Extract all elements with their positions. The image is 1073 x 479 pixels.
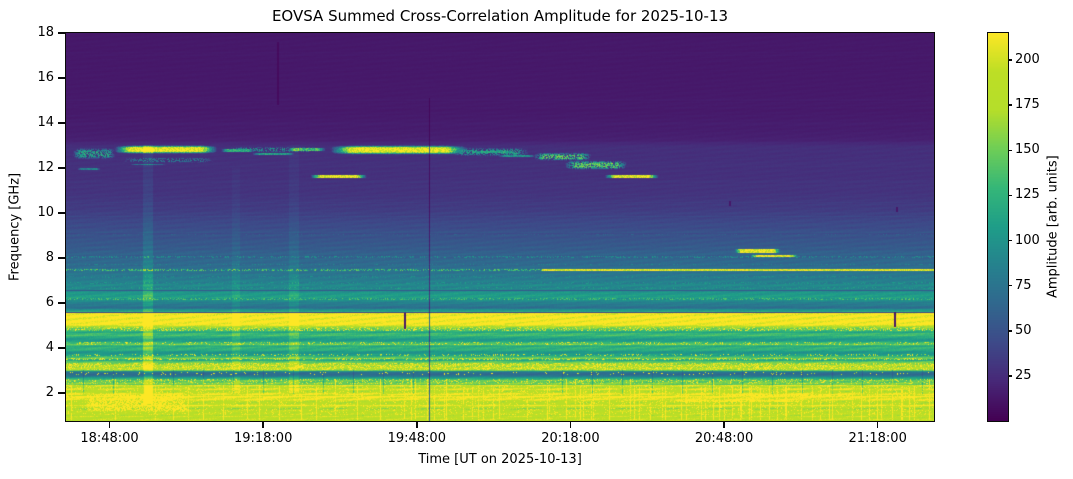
colorbar-tick-label: 100 [1015, 232, 1040, 248]
colorbar-tick-label: 75 [1015, 277, 1032, 293]
y-tick-mark [58, 302, 66, 304]
y-tick-label: 18 [37, 25, 54, 40]
y-tick-mark [58, 347, 66, 349]
x-tick-label: 20:48:00 [694, 431, 754, 446]
y-tick-label: 6 [45, 294, 54, 310]
y-tick-label: 16 [37, 69, 54, 85]
x-tick-label: 20:18:00 [541, 431, 600, 446]
colorbar-tick-label: 200 [1015, 52, 1040, 68]
colorbar-tick-label: 25 [1015, 367, 1032, 383]
y-tick-label: 4 [45, 339, 54, 355]
colorbar-tick-mark [1008, 284, 1012, 287]
colorbar-tick-mark [1008, 59, 1012, 61]
x-tick-mark [569, 421, 572, 428]
colorbar [987, 32, 1009, 422]
x-tick-mark [723, 421, 725, 428]
y-tick-label: 10 [37, 204, 54, 220]
colorbar-tick-mark [1008, 149, 1012, 152]
colorbar-tick-label: 150 [1015, 142, 1040, 158]
x-tick-label: 21:18:00 [848, 431, 907, 446]
y-tick-mark [58, 32, 66, 34]
x-tick-label: 19:48:00 [387, 431, 446, 446]
x-axis-label: Time [UT on 2025-10-13] [418, 452, 582, 467]
y-tick-label: 12 [37, 159, 54, 175]
colorbar-tick-label: 50 [1015, 322, 1032, 338]
x-tick-mark [876, 421, 879, 428]
colorbar-tick-label: 175 [1015, 97, 1040, 113]
colorbar-tick-mark [1008, 104, 1012, 106]
y-tick-mark [58, 257, 66, 259]
y-tick-mark [58, 122, 66, 124]
y-axis-label: Frequency [GHz] [7, 172, 23, 282]
plot-area [65, 32, 935, 422]
y-tick-label: 14 [37, 114, 54, 130]
y-tick-label: 8 [45, 249, 54, 265]
colorbar-tick-mark [1008, 375, 1012, 377]
colorbar-tick-mark [1008, 330, 1012, 332]
y-tick-mark [58, 77, 66, 79]
y-tick-label: 2 [45, 384, 54, 400]
colorbar-tick-mark [1008, 194, 1012, 197]
colorbar-label: Amplitude [arb. units] [1045, 155, 1061, 299]
x-tick-mark [262, 421, 264, 428]
y-tick-mark [58, 392, 66, 394]
spectrogram-canvas [66, 33, 934, 421]
y-tick-mark [58, 212, 66, 214]
x-tick-mark [416, 421, 418, 428]
chart-title: EOVSA Summed Cross-Correlation Amplitude… [271, 7, 729, 25]
x-tick-label: 19:18:00 [233, 431, 293, 446]
x-tick-label: 18:48:00 [80, 431, 139, 446]
colorbar-tick-mark [1008, 239, 1012, 242]
x-tick-mark [108, 421, 111, 428]
colorbar-canvas [988, 33, 1008, 421]
y-tick-mark [58, 167, 66, 169]
colorbar-tick-label: 125 [1015, 187, 1040, 203]
